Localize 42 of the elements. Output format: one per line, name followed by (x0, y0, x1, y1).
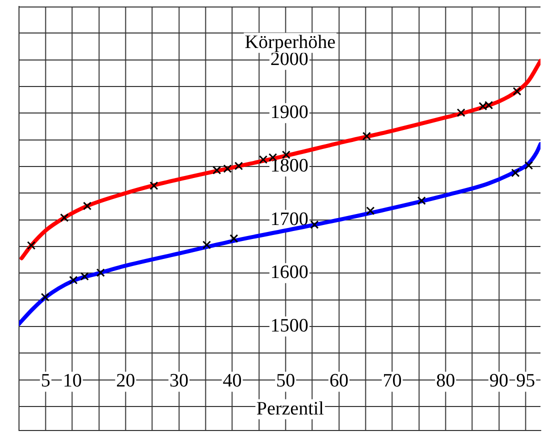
x-tick-label: 40 (222, 370, 242, 392)
point (230, 234, 238, 243)
x-tick-label: 50 (276, 370, 296, 392)
point (258, 155, 268, 164)
y-tick-label: 1900 (270, 102, 308, 124)
point (234, 162, 243, 170)
point (40, 292, 50, 302)
point (82, 202, 92, 210)
point (478, 102, 488, 111)
point (26, 241, 36, 250)
y-tick-label: 1500 (270, 315, 308, 336)
point (456, 108, 466, 117)
point (512, 87, 522, 96)
point (96, 268, 105, 277)
x-tick-label: 70 (382, 370, 402, 392)
x-tick-label: 30 (169, 370, 188, 392)
point (366, 206, 375, 216)
point (60, 213, 69, 222)
point (310, 220, 319, 229)
point (417, 196, 426, 205)
x-tick-label: 80 (436, 370, 456, 392)
point (223, 164, 232, 173)
x-axis-title: Perzentil (256, 398, 324, 420)
y-tick-label: 1600 (270, 262, 308, 284)
point (80, 272, 89, 281)
y-tick-label: 1800 (270, 155, 308, 176)
point (202, 240, 211, 250)
x-tick-label: 95 (516, 370, 536, 392)
point (150, 181, 158, 190)
point (362, 132, 371, 140)
x-tick-label: 5 (40, 370, 50, 392)
point (484, 100, 494, 110)
x-tick-label: 20 (116, 370, 136, 392)
x-tick-label: 60 (329, 370, 348, 392)
x-tick-label: 90 (489, 370, 508, 392)
point (212, 166, 222, 175)
y-tick-label: 1700 (270, 208, 308, 230)
point (69, 276, 78, 284)
point (511, 168, 520, 178)
y-axis-title: Körperhöhe (244, 32, 336, 53)
point (524, 161, 534, 170)
x-tick-label: 10 (62, 370, 82, 392)
